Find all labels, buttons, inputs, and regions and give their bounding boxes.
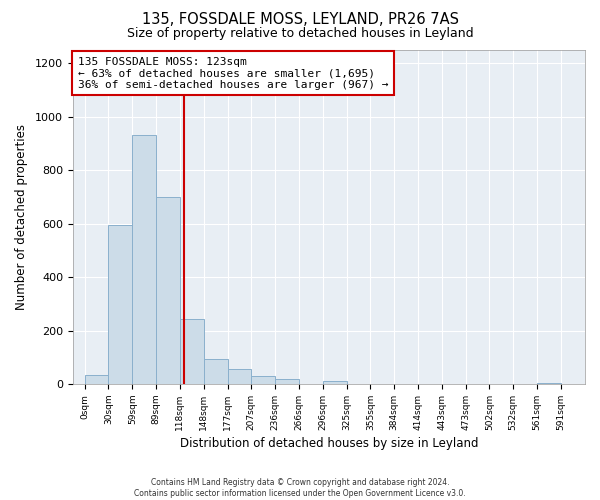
Bar [227,370,251,384]
Text: 135 FOSSDALE MOSS: 123sqm
← 63% of detached houses are smaller (1,695)
36% of se: 135 FOSSDALE MOSS: 123sqm ← 63% of detac… [78,56,388,90]
Text: Size of property relative to detached houses in Leyland: Size of property relative to detached ho… [127,28,473,40]
Bar [251,376,275,384]
Bar [133,136,156,384]
Y-axis label: Number of detached properties: Number of detached properties [15,124,28,310]
Bar [204,358,227,384]
Bar [323,382,347,384]
Bar [180,318,204,384]
Bar [85,374,109,384]
X-axis label: Distribution of detached houses by size in Leyland: Distribution of detached houses by size … [179,437,478,450]
Bar [537,382,561,384]
Bar [109,225,133,384]
Bar [275,378,299,384]
Bar [156,197,180,384]
Text: Contains HM Land Registry data © Crown copyright and database right 2024.
Contai: Contains HM Land Registry data © Crown c… [134,478,466,498]
Text: 135, FOSSDALE MOSS, LEYLAND, PR26 7AS: 135, FOSSDALE MOSS, LEYLAND, PR26 7AS [142,12,458,28]
